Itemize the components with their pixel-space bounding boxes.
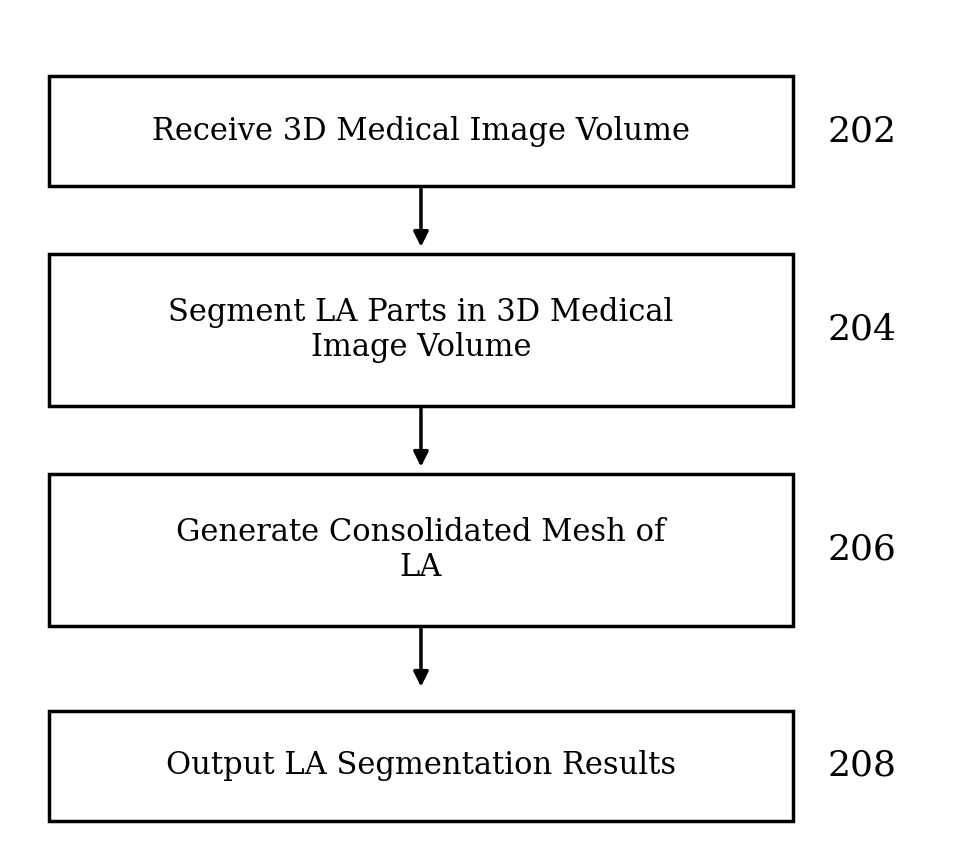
Text: 204: 204	[826, 313, 895, 347]
FancyBboxPatch shape	[49, 711, 792, 821]
Text: 202: 202	[826, 114, 895, 148]
FancyBboxPatch shape	[49, 474, 792, 626]
FancyBboxPatch shape	[49, 76, 792, 186]
Text: Receive 3D Medical Image Volume: Receive 3D Medical Image Volume	[152, 116, 689, 146]
Text: Output LA Segmentation Results: Output LA Segmentation Results	[165, 750, 676, 781]
FancyBboxPatch shape	[49, 254, 792, 406]
Text: Generate Consolidated Mesh of
LA: Generate Consolidated Mesh of LA	[176, 517, 665, 583]
Text: 206: 206	[826, 533, 895, 567]
Text: 208: 208	[826, 749, 895, 783]
Text: Segment LA Parts in 3D Medical
Image Volume: Segment LA Parts in 3D Medical Image Vol…	[168, 297, 673, 363]
